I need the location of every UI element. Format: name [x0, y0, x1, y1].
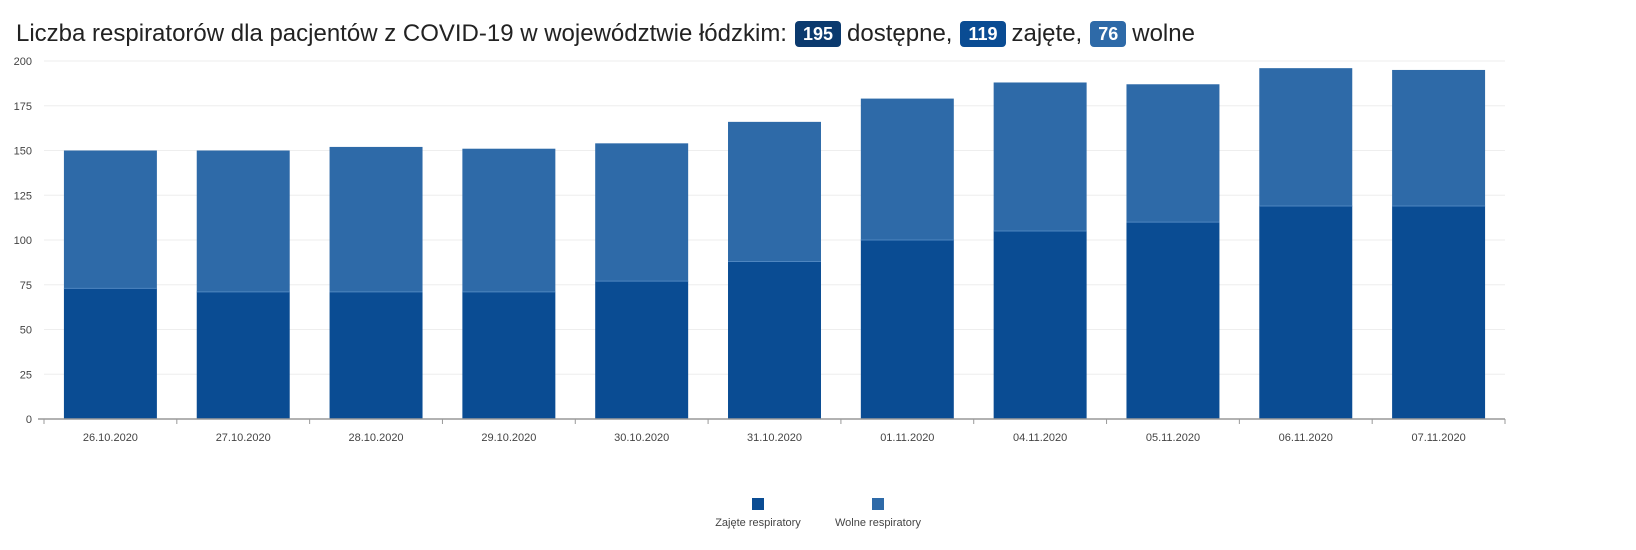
- legend-label-free: Wolne respiratory: [835, 517, 921, 529]
- x-tick-label-5: 31.10.2020: [747, 432, 802, 444]
- x-tick-label-9: 06.11.2020: [1279, 432, 1333, 444]
- bar-occupied-5: [728, 261, 821, 419]
- legend-label-occupied: Zajęte respiratory: [715, 517, 801, 529]
- bar-occupied-1: [196, 291, 290, 419]
- y-tick-label-150: 150: [14, 146, 32, 158]
- x-tick-label-0: 26.10.2020: [83, 432, 138, 444]
- legend-swatch-free: [872, 498, 884, 510]
- y-tick-label-0: 0: [26, 414, 32, 426]
- free-badge: 76: [1090, 21, 1127, 47]
- legend-item-free[interactable]: Wolne respiratory: [830, 498, 926, 529]
- bar-occupied-10: [1392, 205, 1486, 419]
- y-tick-label-125: 125: [14, 190, 32, 202]
- y-tick-label-175: 175: [14, 101, 32, 113]
- y-tick-label-75: 75: [20, 280, 32, 292]
- free-label: wolne: [1132, 20, 1195, 47]
- available-label: dostępne,: [847, 20, 953, 47]
- bar-occupied-2: [329, 291, 423, 419]
- y-tick-label-200: 200: [14, 56, 32, 68]
- bar-occupied-4: [595, 281, 689, 419]
- y-tick-label-25: 25: [20, 369, 32, 381]
- occupied-label: zajęte,: [1011, 20, 1083, 47]
- x-tick-label-7: 04.11.2020: [1013, 432, 1067, 444]
- x-tick-label-1: 27.10.2020: [216, 432, 271, 444]
- y-tick-label-50: 50: [20, 325, 32, 337]
- bar-occupied-0: [63, 288, 157, 419]
- x-tick-label-2: 28.10.2020: [349, 432, 404, 444]
- y-tick-label-100: 100: [14, 235, 32, 247]
- x-tick-label-8: 05.11.2020: [1146, 432, 1200, 444]
- x-tick-label-10: 07.11.2020: [1411, 432, 1465, 444]
- bar-free-0: [63, 150, 157, 289]
- legend-swatch-occupied: [752, 498, 764, 510]
- bar-free-4: [595, 143, 689, 282]
- occupied-badge: 119: [960, 21, 1006, 47]
- bar-free-6: [860, 98, 954, 240]
- bar-occupied-7: [993, 231, 1087, 419]
- bar-free-8: [1126, 84, 1220, 223]
- bar-free-10: [1392, 69, 1486, 206]
- bar-free-3: [462, 148, 556, 292]
- title-text: Liczba respiratorów dla pacjentów z COVI…: [16, 20, 787, 47]
- legend-item-occupied[interactable]: Zajęte respiratory: [710, 498, 806, 529]
- bar-free-9: [1259, 68, 1353, 206]
- chart-title: Liczba respiratorów dla pacjentów z COVI…: [16, 16, 1203, 52]
- bar-free-5: [728, 121, 821, 262]
- bar-occupied-8: [1126, 222, 1220, 419]
- available-badge: 195: [794, 21, 842, 47]
- x-tick-label-3: 29.10.2020: [481, 432, 536, 444]
- bar-occupied-9: [1259, 205, 1353, 419]
- bar-free-2: [329, 146, 423, 292]
- bar-free-1: [196, 150, 290, 292]
- x-tick-label-6: 01.11.2020: [880, 432, 934, 444]
- bar-free-7: [993, 82, 1087, 232]
- bar-occupied-6: [860, 240, 954, 419]
- chart-legend: Zajęte respiratory Wolne respiratory: [0, 498, 1636, 529]
- x-tick-label-4: 30.10.2020: [614, 432, 669, 444]
- bar-occupied-3: [462, 291, 556, 419]
